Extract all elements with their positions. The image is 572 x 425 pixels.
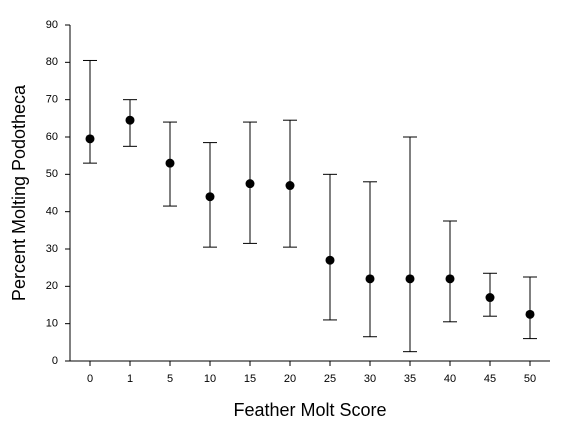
- point: [525, 309, 535, 319]
- x-tick-label: 40: [444, 373, 456, 385]
- y-tick-label: 60: [46, 131, 58, 143]
- x-tick-label: 15: [244, 373, 256, 385]
- point: [365, 274, 375, 284]
- y-tick-label: 10: [46, 318, 58, 330]
- x-tick-label: 20: [284, 373, 296, 385]
- point: [405, 274, 415, 284]
- x-tick-label: 50: [524, 373, 536, 385]
- point: [205, 192, 215, 202]
- y-tick-label: 20: [46, 280, 58, 292]
- x-tick-label: 25: [324, 373, 336, 385]
- x-tick-label: 35: [404, 373, 416, 385]
- y-tick-label: 40: [46, 206, 58, 218]
- x-axis-title: Feather Molt Score: [233, 400, 386, 420]
- point: [125, 115, 135, 125]
- x-tick-label: 45: [484, 373, 496, 385]
- y-tick-label: 0: [52, 355, 58, 367]
- x-tick-label: 30: [364, 373, 376, 385]
- y-tick-label: 70: [46, 94, 58, 106]
- point: [165, 158, 175, 168]
- y-tick-label: 90: [46, 19, 58, 31]
- point: [325, 255, 335, 265]
- point: [485, 293, 495, 303]
- y-tick-label: 30: [46, 243, 58, 255]
- point: [285, 181, 295, 191]
- point: [245, 179, 255, 189]
- x-tick-label: 0: [87, 373, 93, 385]
- point: [85, 134, 95, 144]
- y-tick-label: 50: [46, 168, 58, 180]
- x-tick-label: 5: [167, 373, 173, 385]
- x-tick-label: 10: [204, 373, 216, 385]
- y-tick-label: 80: [46, 56, 58, 68]
- point: [445, 274, 455, 284]
- x-tick-label: 1: [127, 373, 133, 385]
- y-axis-title: Percent Molting Podotheca: [9, 84, 29, 301]
